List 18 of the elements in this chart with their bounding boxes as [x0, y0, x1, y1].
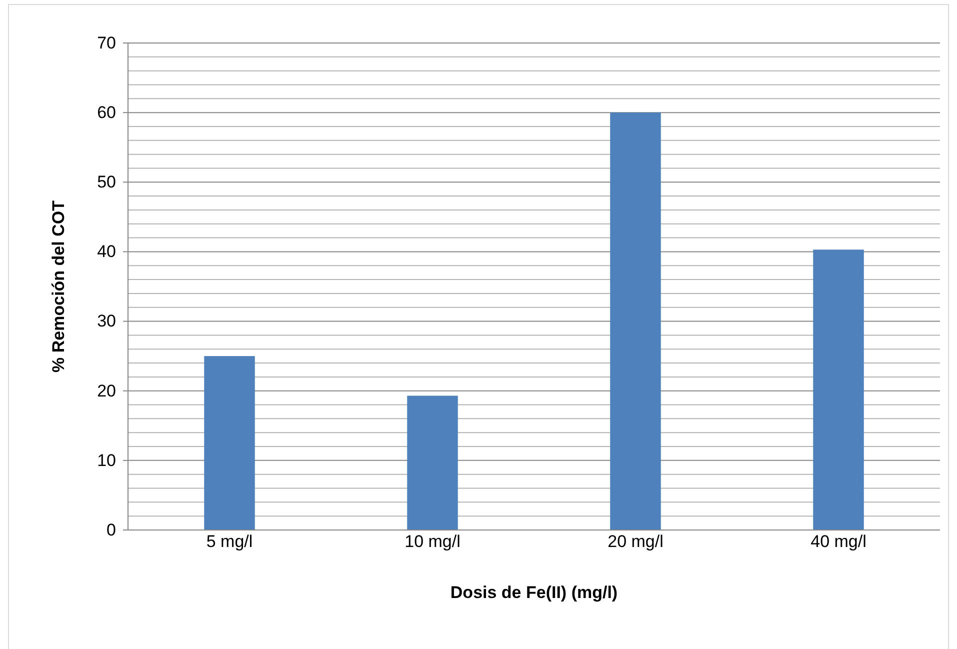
y-tick-label: 70 — [97, 33, 116, 52]
y-axis-title: % Remoción del COT — [49, 200, 68, 372]
bar — [813, 250, 864, 530]
bar — [204, 356, 255, 530]
bar — [407, 396, 458, 530]
y-tick-label: 10 — [97, 450, 116, 470]
y-tick-label: 40 — [97, 242, 116, 262]
y-tick-label: 30 — [97, 312, 116, 331]
y-tick-label: 50 — [97, 172, 116, 192]
y-tick-label: 20 — [97, 381, 116, 400]
x-tick-label: 40 mg/l — [810, 532, 866, 551]
bar — [610, 112, 661, 530]
y-tick-label: 60 — [97, 103, 116, 122]
x-axis-title: Dosis de Fe(II) (mg/l) — [450, 583, 618, 602]
y-tick-label: 0 — [106, 520, 116, 540]
x-tick-label: 5 mg/l — [206, 532, 253, 551]
x-tick-label: 20 mg/l — [608, 532, 664, 551]
x-tick-label: 10 mg/l — [404, 532, 460, 551]
